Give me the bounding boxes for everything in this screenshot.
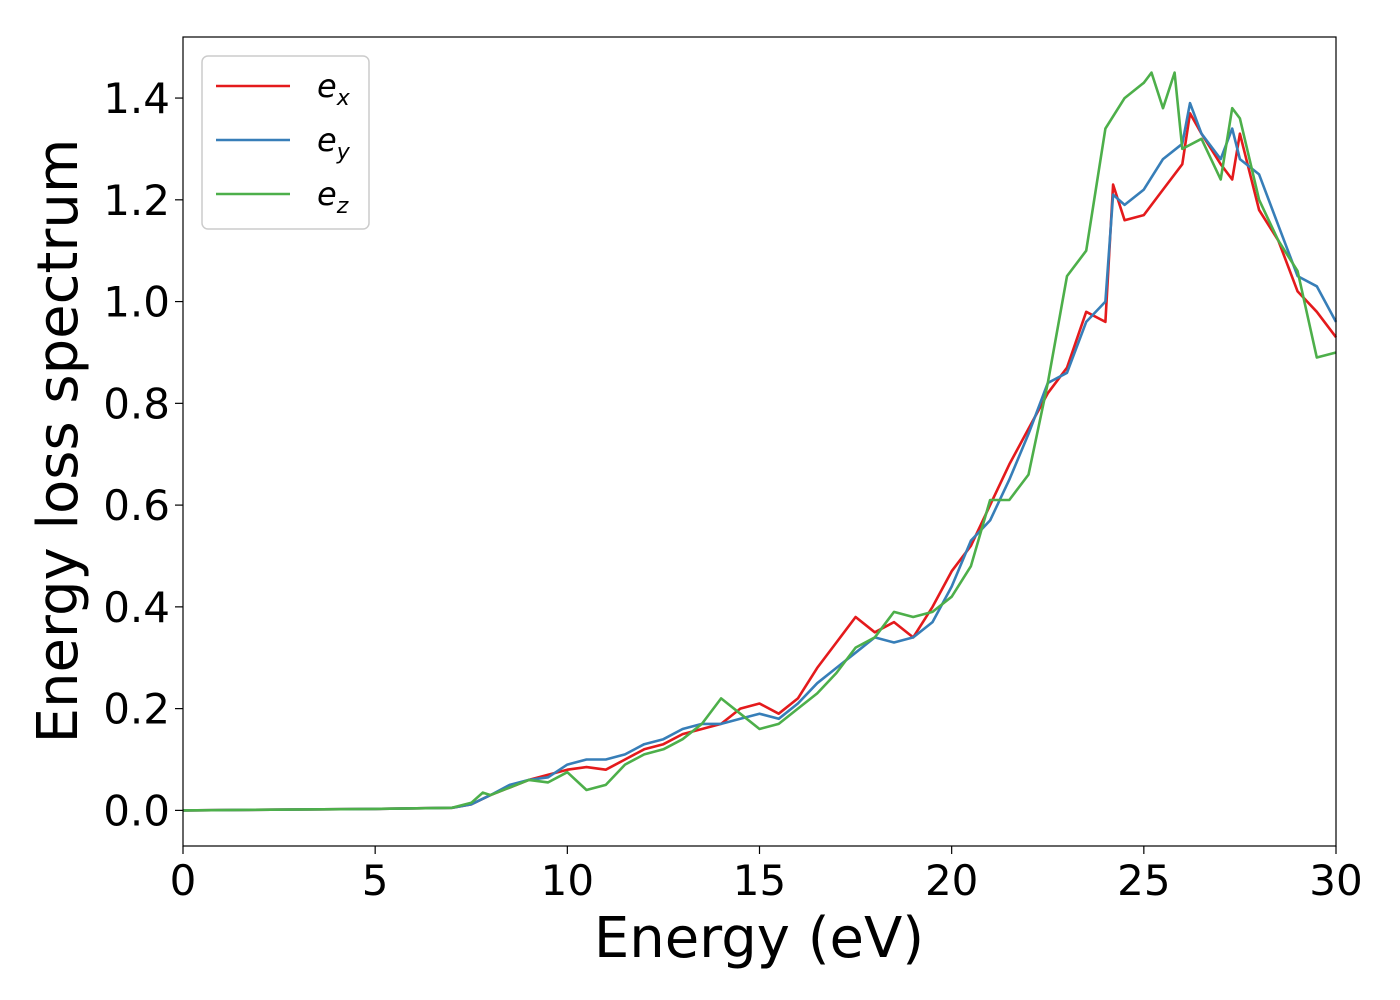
legend: ex ey ez — [201, 55, 370, 230]
y-tick-label: 0.0 — [103, 786, 170, 835]
legend-item-ex: ex — [216, 67, 351, 111]
legend-frame — [201, 55, 370, 230]
legend-label: ey — [317, 121, 351, 165]
x-tick-label: 5 — [362, 856, 389, 905]
y-tick-label: 0.6 — [103, 481, 170, 530]
series-line-ey — [182, 101, 1338, 812]
legend-item-ey: ey — [216, 121, 351, 165]
y-tick-label: 0.2 — [103, 685, 170, 734]
x-tick-label: 20 — [925, 856, 978, 905]
legend-label: ex — [317, 67, 351, 111]
y-tick-label: 1.0 — [103, 278, 170, 327]
series-layer — [182, 71, 1338, 812]
legend-label: ez — [317, 175, 349, 219]
x-axis-title: Energy (eV) — [594, 906, 924, 971]
y-tick-label: 1.2 — [103, 176, 170, 225]
y-axis: 0.0 0.2 0.4 0.6 0.8 1.0 1.2 1.4 — [103, 74, 183, 835]
series-line-ez — [182, 71, 1337, 812]
x-tick-label: 25 — [1117, 856, 1170, 905]
x-axis: 0 5 10 15 20 25 30 — [170, 846, 1363, 905]
x-tick-label: 0 — [170, 856, 197, 905]
y-tick-label: 0.4 — [103, 583, 170, 632]
x-tick-label: 30 — [1309, 856, 1362, 905]
y-tick-label: 0.8 — [103, 379, 170, 428]
y-tick-label: 1.4 — [103, 74, 170, 123]
y-axis-title: Energy loss spectrum — [26, 139, 91, 744]
legend-item-ez: ez — [216, 175, 349, 219]
x-tick-label: 15 — [733, 856, 786, 905]
x-tick-label: 10 — [541, 856, 594, 905]
series-line-ex — [182, 112, 1338, 812]
